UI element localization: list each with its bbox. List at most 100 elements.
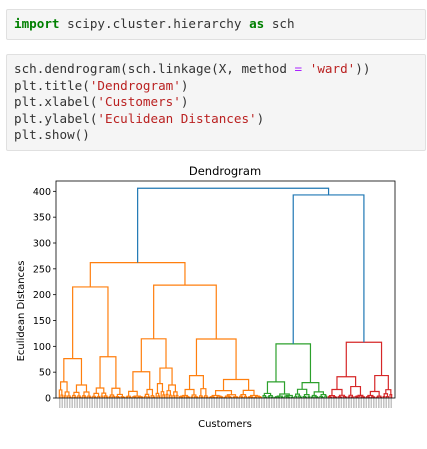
code-line-3: plt.xlabel('Customers'): [14, 94, 418, 111]
plot-frame: [55, 180, 396, 399]
dendrogram-link: [319, 395, 323, 398]
dendrogram-link: [310, 396, 314, 398]
code-text: ): [180, 77, 189, 93]
dendrogram-link: [137, 187, 330, 263]
dendrogram-link: [115, 396, 120, 398]
code-line-4: plt.ylabel('Eculidean Distances'): [14, 111, 418, 128]
dendrogram-link: [155, 392, 160, 398]
dendrogram-link: [266, 381, 286, 395]
code-text: ): [256, 110, 265, 126]
dendrogram-link: [222, 378, 250, 391]
dendrogram-link: [93, 392, 100, 397]
dendrogram-link: [328, 394, 336, 397]
dendrogram-link: [72, 286, 109, 359]
dendrogram-link: [366, 396, 370, 398]
dendrogram-link: [239, 395, 243, 398]
dendrogram-link: [224, 395, 230, 398]
dendrogram-link: [369, 390, 380, 397]
dendrogram-link: [168, 384, 176, 392]
dendrogram-link: [75, 384, 88, 393]
dendrogram-link: [64, 391, 70, 396]
as-keyword: as: [249, 16, 265, 31]
y-tick-label: 350: [33, 213, 51, 224]
code-operator: =: [294, 61, 303, 76]
dendrogram-chart: Dendrogram Customers Eculidean Distances…: [16, 164, 396, 430]
y-axis-label: Eculidean Distances: [16, 261, 27, 362]
dendrogram-link: [350, 385, 362, 396]
dendrogram-link: [354, 396, 359, 398]
code-text: plt.ylabel(: [14, 110, 98, 126]
dendrogram-link: [302, 396, 307, 398]
y-tick-label: 0: [45, 394, 51, 405]
dendrogram-link: [140, 338, 167, 372]
dendrogram-link: [132, 371, 151, 392]
dendrogram-link: [301, 382, 320, 392]
dendrogram-link: [254, 395, 260, 398]
y-tick-label: 100: [33, 342, 51, 353]
dendrogram-link: [178, 396, 183, 398]
dendrogram-link: [97, 395, 101, 398]
dendrogram-link: [376, 395, 382, 398]
dendrogram-link: [314, 396, 318, 398]
dendrogram-link: [112, 395, 116, 398]
dendrogram-link: [276, 395, 283, 398]
dendrogram-link: [133, 395, 141, 397]
dendrogram-link: [219, 396, 223, 398]
dendrogram-link: [88, 396, 92, 398]
dendrogram-link: [275, 343, 312, 383]
dendrogram-link: [77, 395, 81, 398]
dendrogram-code-cell[interactable]: sch.dendrogram(sch.linkage(X, method = '…: [6, 54, 426, 151]
dendrogram-link: [332, 396, 337, 398]
dendrogram-link: [357, 394, 364, 397]
dendrogram-link: [374, 374, 389, 392]
dendrogram-link: [159, 367, 173, 385]
dendrogram-link: [120, 396, 125, 398]
code-text: sch.dendrogram(sch.linkage(X, method: [14, 61, 295, 76]
dendrogram-link: [162, 394, 166, 398]
code-text: ): [180, 94, 189, 109]
code-string: 'Eculidean Distances': [97, 110, 257, 126]
dendrogram-link: [389, 393, 393, 398]
dendrogram-link: [331, 388, 343, 396]
import-keyword: import: [14, 16, 60, 31]
chart-title: Dendrogram: [189, 164, 261, 178]
dendrogram-link: [337, 396, 342, 398]
dendrogram-link: [361, 396, 365, 398]
dendrogram-links: [58, 187, 393, 398]
dendrogram-link: [165, 393, 169, 398]
dendrogram-link: [284, 395, 289, 398]
dendrogram-link: [185, 396, 190, 398]
dendrogram-link: [173, 391, 178, 396]
dendrogram-link: [249, 394, 259, 397]
dendrogram-link: [285, 396, 290, 398]
dendrogram-link: [188, 375, 204, 390]
y-tick-label: 150: [33, 316, 51, 327]
dendrogram-link: [99, 356, 117, 389]
dendrogram-link: [180, 395, 186, 398]
code-text: plt.xlabel(: [14, 94, 98, 109]
dendrogram-link: [371, 396, 375, 398]
dendrogram-link: [190, 396, 194, 398]
dendrogram-link: [128, 390, 138, 397]
import-code-cell[interactable]: import scipy.cluster.hierarchy as sch: [6, 9, 426, 40]
y-tick-label: 300: [33, 239, 51, 250]
dendrogram-link: [226, 394, 237, 397]
dendrogram-link: [227, 396, 232, 398]
dendrogram-link: [138, 396, 143, 398]
code-text: plt.show(): [14, 127, 90, 142]
dendrogram-link: [338, 394, 346, 397]
dendrogram-link: [143, 395, 147, 398]
dendrogram-link: [191, 394, 197, 397]
dendrogram-link: [59, 381, 68, 392]
y-tick-label: 400: [33, 187, 51, 198]
dendrogram-link: [324, 395, 328, 398]
dendrogram-link: [292, 194, 365, 344]
dendrogram-link: [355, 395, 361, 398]
dendrogram-link: [348, 394, 354, 397]
dendrogram-link: [168, 394, 172, 398]
dendrogram-link: [233, 396, 238, 398]
dendrogram-link: [350, 396, 354, 398]
dendrogram-link: [327, 396, 332, 398]
code-text: )): [355, 61, 371, 76]
dendrogram-link: [87, 395, 91, 398]
